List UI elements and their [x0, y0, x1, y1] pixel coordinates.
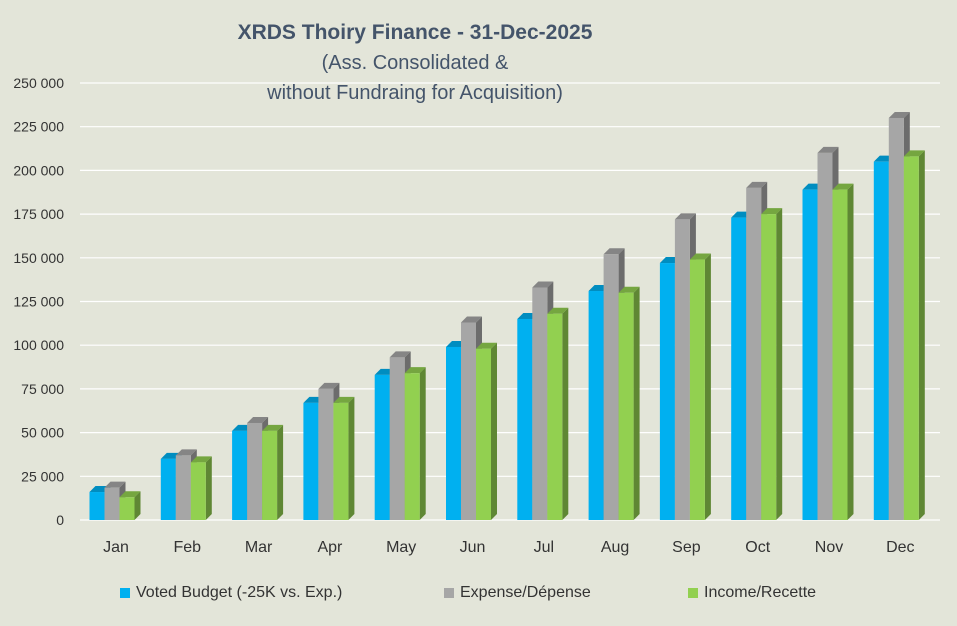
bar: [832, 183, 854, 521]
y-tick-label: 150 000: [13, 250, 64, 266]
legend-label: Income/Recette: [704, 584, 817, 601]
legend-entry: Voted Budget (-25K vs. Exp.): [120, 584, 342, 602]
chart-legend: Voted Budget (-25K vs. Exp.) Expense/Dépe…: [0, 584, 957, 612]
bar: [262, 424, 284, 520]
bars: [89, 111, 925, 521]
bar: [476, 342, 497, 520]
x-tick-label: Jun: [460, 539, 486, 556]
x-tick-label: Apr: [317, 539, 343, 556]
x-tick-label: Oct: [745, 539, 770, 556]
bar: [119, 491, 141, 520]
bar: [761, 208, 783, 520]
bar: [190, 456, 212, 520]
x-tick-label: Aug: [601, 539, 629, 556]
y-tick-label: 250 000: [13, 75, 64, 91]
y-tick-label: 75 000: [21, 381, 64, 397]
y-tick-label: 175 000: [13, 206, 64, 222]
y-tick-label: 100 000: [13, 337, 64, 353]
x-tick-label: Sep: [672, 539, 701, 556]
x-axis-tick-labels: Jan Feb Mar Apr May Jun Jul Aug Sep Oct Nov Dec: [103, 539, 914, 556]
chart-subtitle-line2: without Fundraing for Acquisition): [267, 82, 563, 104]
legend-swatch: [688, 588, 698, 598]
chart-subtitle-line1: (Ass. Consolidated &: [321, 52, 509, 74]
y-tick-label: 50 000: [21, 425, 64, 441]
y-tick-label: 0: [56, 512, 64, 528]
x-tick-label: Dec: [886, 539, 914, 556]
legend-label: Expense/Dépense: [460, 584, 591, 601]
grid-lines: [80, 82, 940, 521]
y-axis-tick-labels: 0 25 000 50 000 75 000 100 000 125 000 150 000…: [13, 75, 64, 528]
bar: [689, 253, 711, 520]
chart-title: XRDS Thoiry Finance - 31-Dec-2025: [237, 21, 593, 44]
legend-swatch: [444, 588, 454, 598]
chart-title-block: XRDS Thoiry Finance - 31-Dec-2025 (Ass. …: [160, 18, 670, 108]
y-tick-label: 25 000: [21, 468, 64, 484]
bar: [903, 150, 925, 520]
x-tick-label: Nov: [815, 539, 843, 556]
x-tick-label: Mar: [245, 539, 273, 556]
y-tick-label: 200 000: [13, 162, 64, 178]
bar: [333, 396, 355, 520]
legend-label: Voted Budget (-25K vs. Exp.): [136, 584, 343, 601]
x-tick-label: Jul: [534, 539, 554, 556]
legend-entry: Income/Recette: [688, 584, 816, 602]
bar: [547, 307, 569, 520]
y-tick-label: 125 000: [13, 294, 64, 310]
legend-entry: Expense/Dépense: [444, 584, 591, 602]
y-tick-label: 225 000: [13, 119, 64, 135]
legend-swatch: [120, 588, 130, 598]
x-tick-label: Feb: [174, 539, 202, 556]
x-tick-label: May: [386, 539, 416, 556]
x-tick-label: Jan: [103, 539, 129, 556]
bar: [404, 367, 426, 520]
bar: [618, 286, 640, 520]
